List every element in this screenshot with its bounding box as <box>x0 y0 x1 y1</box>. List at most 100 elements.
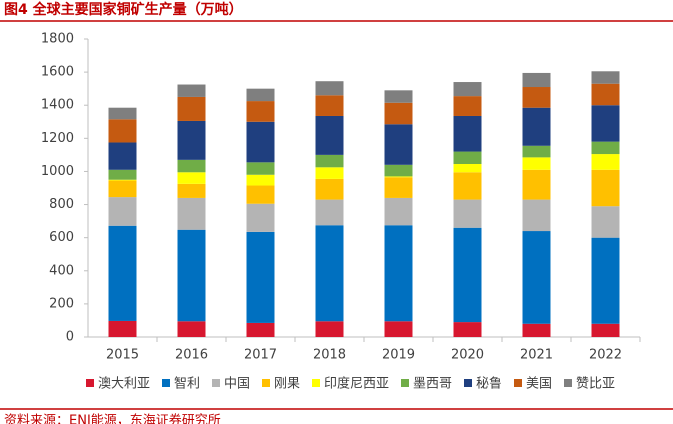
bar-segment <box>177 96 206 121</box>
bar-segment <box>522 169 551 200</box>
y-tick-label: 0 <box>66 330 74 345</box>
y-tick-label: 600 <box>49 230 74 245</box>
legend-label: 澳大利亚 <box>98 376 150 392</box>
bar-segment <box>315 167 344 179</box>
bar-segment <box>591 71 620 84</box>
source-note: 资料来源：ENI能源，东海证券研究所 <box>4 413 221 424</box>
bar-segment <box>522 231 551 324</box>
bar-segment <box>591 141 620 155</box>
bar-segment <box>384 124 413 165</box>
y-tick-label: 1200 <box>41 131 74 146</box>
bar-segment <box>177 172 206 184</box>
bar-segment <box>246 203 275 232</box>
x-tick-label: 2018 <box>313 348 346 363</box>
bar-segment <box>453 199 482 228</box>
bar-segment <box>246 231 275 323</box>
bar-segment <box>591 83 620 106</box>
bar-segment <box>315 154 344 168</box>
bar-segment <box>177 321 206 337</box>
legend-swatch <box>262 379 270 387</box>
legend-label: 智利 <box>174 377 200 392</box>
bar-segment <box>522 107 551 146</box>
legend-label: 印度尼西亚 <box>324 376 389 392</box>
legend-label: 秘鲁 <box>476 377 502 392</box>
bar-segment <box>246 88 275 102</box>
legend-swatch <box>86 379 94 387</box>
y-tick-label: 800 <box>49 197 74 212</box>
bar-segment <box>177 159 206 173</box>
legend-swatch <box>312 379 320 387</box>
bar-segment <box>591 105 620 142</box>
bar-segment <box>108 197 137 226</box>
bar-segment <box>384 102 413 125</box>
bar-segment <box>108 225 137 321</box>
bar-segment <box>522 323 551 337</box>
legend-swatch <box>464 379 472 387</box>
legend-swatch <box>212 379 220 387</box>
x-tick-label: 2016 <box>175 348 208 363</box>
legend-swatch <box>514 379 522 387</box>
bar-segment <box>453 322 482 337</box>
y-tick-label: 1000 <box>41 164 74 179</box>
bar-segment <box>315 178 344 200</box>
bar-segment <box>108 179 137 181</box>
bar-segment <box>453 115 482 152</box>
bar-segment <box>453 96 482 116</box>
bar-segment <box>453 151 482 164</box>
bar-segment <box>246 162 275 175</box>
bar-segment <box>384 225 413 322</box>
bar-segment <box>384 176 413 178</box>
bar-segment <box>453 227 482 323</box>
y-tick-label: 1400 <box>41 98 74 113</box>
legend-label: 美国 <box>526 377 552 392</box>
bar-segment <box>384 164 413 177</box>
legend-label: 赞比亚 <box>576 377 615 392</box>
bar-segment <box>315 321 344 337</box>
bar-segment <box>522 157 551 170</box>
legend-label: 墨西哥 <box>413 377 452 392</box>
bar-segment <box>591 237 620 324</box>
bar-segment <box>453 163 482 173</box>
bar-segment <box>522 145 551 158</box>
y-tick-label: 1800 <box>41 32 74 47</box>
y-tick-label: 400 <box>49 263 74 278</box>
bar-segment <box>177 183 206 198</box>
bar-segment <box>108 107 137 120</box>
bar-segment <box>246 101 275 122</box>
bar-segment <box>522 87 551 108</box>
x-tick-label: 2019 <box>382 348 415 363</box>
x-tick-label: 2021 <box>520 348 553 363</box>
legend-swatch <box>401 379 409 387</box>
bar-segment <box>177 84 206 97</box>
bar-segment <box>108 119 137 143</box>
bar-segment <box>246 322 275 337</box>
bar-segment <box>522 199 551 232</box>
bar-segment <box>522 72 551 88</box>
bar-segment <box>108 169 137 180</box>
bar-segment <box>591 169 620 207</box>
bar-segment <box>177 197 206 230</box>
bar-segment <box>591 206 620 238</box>
bar-segment <box>315 199 344 226</box>
bar-segment <box>315 225 344 322</box>
bar-segment <box>246 174 275 186</box>
legend-label: 中国 <box>224 377 250 392</box>
bar-segment <box>177 120 206 160</box>
y-tick-label: 200 <box>49 296 74 311</box>
x-tick-label: 2020 <box>451 348 484 363</box>
bar-segment <box>177 229 206 322</box>
bar-segment <box>315 81 344 96</box>
bar-segment <box>108 142 137 170</box>
x-tick-label: 2017 <box>244 348 277 363</box>
chart-title: 图4 全球主要国家铜矿生产量（万吨） <box>4 1 243 18</box>
bar-segment <box>384 197 413 226</box>
bar-segment <box>591 154 620 170</box>
legend-label: 刚果 <box>274 377 300 392</box>
bar-segment <box>384 321 413 337</box>
bar-segment <box>384 90 413 103</box>
bar-segment <box>315 95 344 116</box>
bar-segment <box>246 121 275 163</box>
bar-segment <box>246 185 275 204</box>
